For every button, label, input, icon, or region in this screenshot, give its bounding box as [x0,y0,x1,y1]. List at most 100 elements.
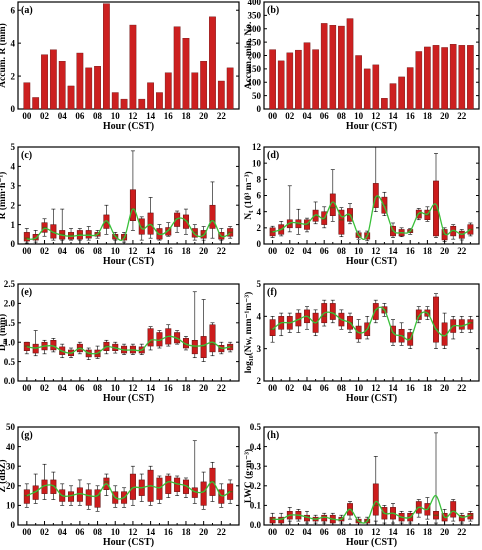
plot-frame [17,283,240,382]
x-tick-label: 00 [268,246,278,256]
y-tick-label: 0.5 [250,422,262,432]
bar [277,60,285,110]
x-tick-label: 06 [320,111,330,121]
x-axis-label: Hour (CST) [103,393,154,404]
x-tick-label: 14 [389,246,399,256]
x-tick-label: 22 [217,383,227,393]
x-tick-label: 22 [457,527,467,537]
bar [209,16,216,110]
y-tick-label: 0 [11,104,16,114]
x-tick-label: 16 [406,527,416,537]
x-tick-label: 04 [303,111,313,121]
bar [85,67,93,110]
y-tick-label: 2 [11,71,16,81]
bar [147,82,154,110]
x-tick-label: 20 [440,383,450,393]
bar [58,61,66,110]
y-tick-label: 0 [11,239,16,249]
mean-line [26,481,231,500]
x-tick-label: 20 [199,527,209,537]
y-tick-label: 4 [11,162,16,172]
x-tick-label: 10 [111,383,121,393]
x-tick-label: 06 [320,527,330,537]
box [94,489,101,508]
box [23,232,30,242]
y-tick-label: 50 [252,91,262,101]
bar [381,98,388,110]
panel-g: 0 10 20 30 40 50 00 02 04 06 08 10 12 14 16 18 20 22 Hour … [0,422,240,548]
mean-line [272,195,471,241]
bar [424,46,431,110]
x-tick-label: 16 [164,111,174,121]
x-tick-label: 20 [199,383,209,393]
x-tick-label: 22 [457,383,467,393]
box [200,481,207,506]
panel-f: 2 3 4 5 00 02 04 06 08 10 12 14 16 18 20 22 Hour (CST) lo… [243,279,480,404]
y-tick-label: 12 [252,142,262,152]
x-tick-label: 12 [371,111,381,121]
bar [94,65,101,110]
bar [269,49,276,110]
bar [32,97,40,110]
x-tick-label: 14 [146,246,156,256]
x-tick-label: 12 [371,246,381,256]
x-tick-label: 10 [354,527,364,537]
panel-label: (c) [21,150,32,161]
box [458,514,465,522]
x-tick-label: 10 [111,246,121,256]
x-tick-label: 04 [58,111,68,121]
box [32,234,39,241]
x-tick-label: 06 [75,383,85,393]
mean-line [26,335,231,355]
box [165,475,172,494]
x-axis-label: Hour (CST) [346,537,397,548]
panel-label: (f) [267,287,277,298]
box [433,180,439,237]
panel-label: (h) [267,430,279,441]
y-tick-label: 300 [248,24,262,34]
x-tick-label: 06 [75,246,85,256]
box [200,336,207,358]
x-tick-label: 04 [58,527,68,537]
x-axis-label: Hour (CST) [103,121,154,132]
x-tick-label: 10 [111,527,121,537]
x-axis-label: Hour (CST) [346,256,397,267]
box [156,477,163,500]
box [129,189,136,221]
x-tick-label: 14 [146,383,156,393]
box [321,514,328,522]
bar [303,42,311,110]
bar [355,55,362,110]
bar [120,98,128,110]
x-tick-label: 18 [181,111,191,121]
bar [338,25,345,110]
x-tick-label: 02 [285,527,295,537]
x-tick-label: 08 [93,527,103,537]
x-tick-label: 00 [268,383,278,393]
x-tick-label: 00 [268,111,278,121]
bar [67,85,75,110]
y-tick-label: 6 [257,191,262,201]
y-tick-label: 4 [257,207,262,217]
x-tick-label: 06 [320,246,330,256]
y-tick-label: 1.0 [4,337,16,347]
y-tick-label: 2 [11,200,16,210]
x-tick-label: 02 [40,246,50,256]
panel-label: (g) [21,430,33,441]
x-tick-label: 14 [146,111,156,121]
x-tick-label: 22 [217,111,227,121]
bar [138,98,146,110]
y-tick-label: 1.5 [4,318,16,328]
x-tick-label: 22 [217,246,227,256]
x-tick-label: 00 [268,527,278,537]
x-tick-label: 16 [164,383,174,393]
bar [329,25,337,110]
mean-line [26,208,231,241]
y-tick-label: 5 [11,142,16,152]
bar [49,49,57,110]
x-tick-label: 04 [303,383,313,393]
bar [449,44,457,110]
